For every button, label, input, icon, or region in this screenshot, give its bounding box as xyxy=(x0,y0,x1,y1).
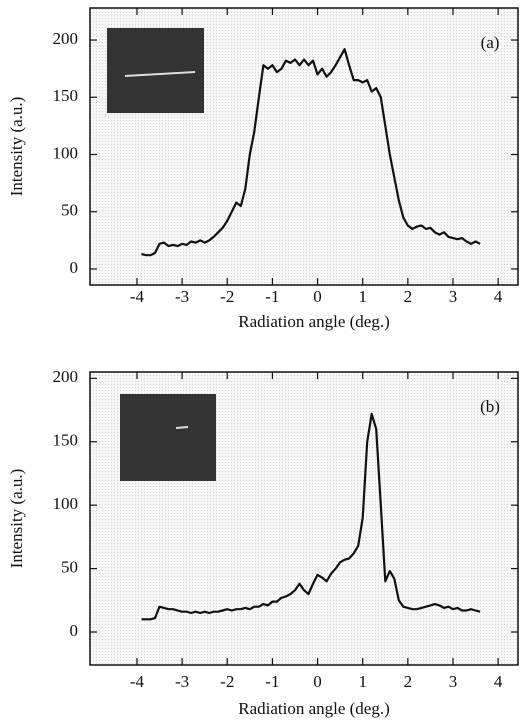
inset-image xyxy=(107,28,204,113)
x-tick-label: 1 xyxy=(358,287,367,306)
x-tick-label: 0 xyxy=(313,287,322,306)
inset-image xyxy=(120,394,216,481)
x-tick-label: 4 xyxy=(494,287,503,306)
plot-frame xyxy=(89,7,519,286)
y-tick-label: 200 xyxy=(53,29,79,48)
x-tick-label: 4 xyxy=(494,672,503,691)
x-tick-label: 1 xyxy=(358,672,367,691)
x-tick-label: -4 xyxy=(130,672,145,691)
y-axis-label: Intensity (a.u.) xyxy=(7,469,26,569)
x-tick-label: -2 xyxy=(220,672,234,691)
x-tick-label: -1 xyxy=(265,287,279,306)
x-tick-label: -3 xyxy=(175,672,189,691)
data-line xyxy=(141,48,481,257)
x-tick-label: 2 xyxy=(404,672,413,691)
x-tick-label: 3 xyxy=(449,672,458,691)
x-tick-label: 0 xyxy=(313,672,322,691)
x-axis-label: Radiation angle (deg.) xyxy=(238,699,390,718)
x-tick-label: -1 xyxy=(265,672,279,691)
y-tick-label: 150 xyxy=(53,86,79,105)
x-tick-label: -3 xyxy=(175,287,189,306)
y-tick-label: 0 xyxy=(70,258,79,277)
inset-beam xyxy=(175,426,189,429)
y-tick-label: 100 xyxy=(53,143,79,162)
panel-label: (a) xyxy=(481,33,500,52)
y-tick-label: 150 xyxy=(53,431,79,450)
y-axis-label: Intensity (a.u.) xyxy=(7,97,26,197)
x-tick-label: -4 xyxy=(130,287,145,306)
inset-beam xyxy=(124,71,196,77)
y-tick-label: 50 xyxy=(61,558,78,577)
y-tick-label: 0 xyxy=(70,621,79,640)
x-tick-label: -2 xyxy=(220,287,234,306)
x-axis-label: Radiation angle (deg.) xyxy=(238,312,390,331)
y-tick-label: 200 xyxy=(53,367,79,386)
y-tick-label: 100 xyxy=(53,494,79,513)
x-tick-label: 3 xyxy=(449,287,458,306)
data-line xyxy=(141,412,481,621)
y-tick-label: 50 xyxy=(61,201,78,220)
plot-frame xyxy=(89,371,519,666)
panel-label: (b) xyxy=(480,397,500,416)
x-tick-label: 2 xyxy=(404,287,413,306)
